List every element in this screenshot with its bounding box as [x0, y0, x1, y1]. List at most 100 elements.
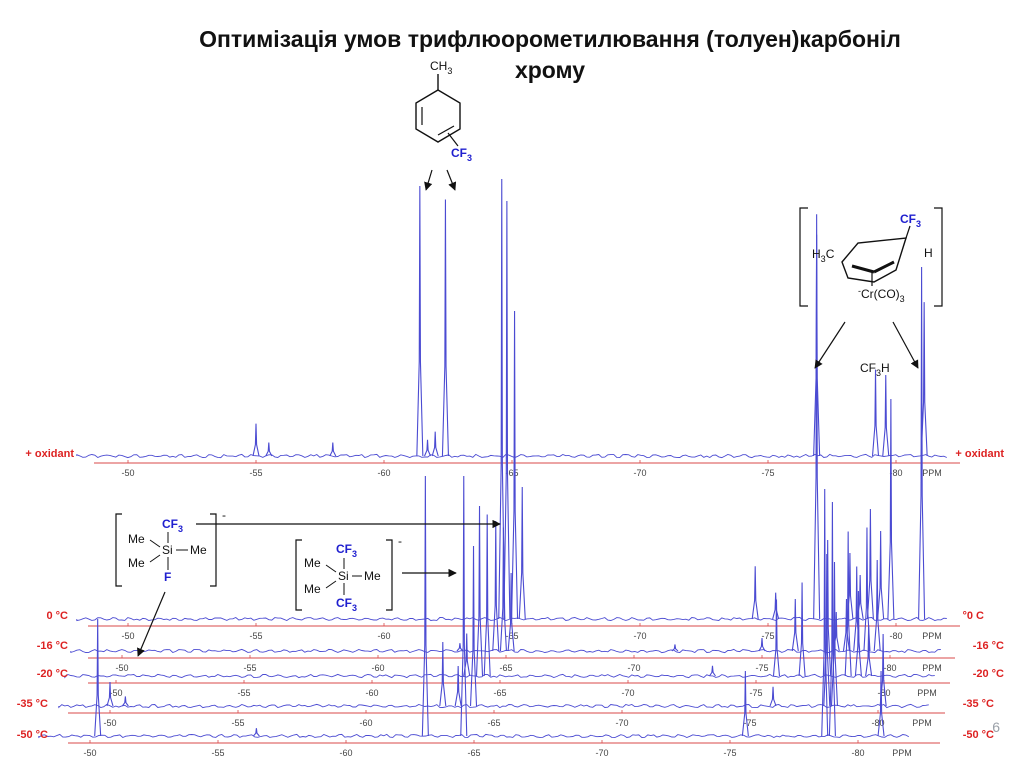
x-tick-label: -60 — [377, 468, 390, 478]
bracket-left — [115, 513, 122, 587]
methyl-label: Me — [128, 532, 145, 546]
x-tick-label: -55 — [249, 631, 262, 641]
x-tick-label: -70 — [621, 688, 634, 698]
methyl-label: Me — [190, 543, 207, 557]
x-axis-unit: PPM — [922, 468, 942, 478]
spectrum-peak — [741, 670, 749, 737]
x-tick-label: -50 — [121, 468, 134, 478]
spectrum-peak — [431, 431, 439, 457]
spectrum-peak — [106, 681, 114, 707]
spectrum-peak — [918, 266, 926, 620]
series-label-right: -20 °C — [973, 668, 1004, 680]
x-tick-label: -80 — [877, 688, 890, 698]
spectrum-peak — [871, 369, 880, 457]
x-tick-label: -55 — [211, 748, 224, 758]
fluorine-label: F — [164, 570, 171, 584]
ring-bond — [851, 264, 875, 274]
x-tick-label: -70 — [633, 468, 646, 478]
methyl-label: Me — [304, 556, 321, 570]
spectrum-peak — [671, 644, 679, 652]
x-tick-label: -70 — [627, 663, 640, 673]
bracket-right — [386, 539, 393, 611]
spectrum-peak — [854, 590, 862, 677]
spectrum-peak — [751, 566, 759, 620]
arrow-toluene-peak2 — [446, 169, 457, 191]
methyl-label: H3C — [812, 247, 835, 264]
series-label-left: -20 °C — [37, 668, 68, 680]
spectrum-baseline — [58, 703, 929, 709]
x-tick-label: -75 — [761, 631, 774, 641]
bracket-left — [799, 207, 808, 307]
x-tick-label: -75 — [749, 688, 762, 698]
cf3-label-top: CF3 — [336, 542, 357, 559]
si-bond — [149, 539, 161, 548]
silicon-label: Si — [338, 569, 349, 583]
methyl-label: CH3 — [430, 59, 452, 76]
si-bond — [325, 580, 337, 589]
spectrum-peak — [265, 442, 273, 457]
x-axis-unit: PPM — [892, 748, 912, 758]
series-label-right: -35 °C — [963, 698, 994, 710]
x-tick-label: -65 — [505, 468, 518, 478]
spectrum-peak — [416, 185, 424, 457]
spectrum-peak — [329, 442, 337, 457]
spectrum-peak — [877, 670, 885, 737]
spectrum-peak — [498, 178, 506, 620]
bracket-right — [934, 207, 943, 307]
x-tick-label: -65 — [487, 718, 500, 728]
x-tick-label: -80 — [851, 748, 864, 758]
spectrum-peak — [483, 514, 491, 677]
cf3-label: CF3 — [451, 146, 472, 163]
series-label-left: -50 °C — [17, 729, 48, 741]
cf3-bond — [447, 132, 459, 147]
hydrogen-label: H — [924, 246, 933, 260]
spectrum-peak — [421, 475, 429, 737]
x-tick-label: -60 — [371, 663, 384, 673]
cf3-label: CF3 — [900, 212, 921, 229]
series-label-left: -35 °C — [17, 698, 48, 710]
spectrum-peak — [772, 599, 781, 677]
x-tick-label: -80 — [889, 631, 902, 641]
spectrum-peak — [920, 302, 928, 457]
x-tick-label: -65 — [467, 748, 480, 758]
spectrum-peak — [507, 572, 515, 652]
x-tick-label: -50 — [103, 718, 116, 728]
arrow-complex-peak2 — [892, 321, 919, 369]
spectrum-peak — [492, 520, 500, 652]
x-tick-label: -75 — [723, 748, 736, 758]
x-axis-unit: PPM — [922, 663, 942, 673]
cyclohexadienyl-ring — [841, 237, 907, 283]
ring-inner-bond — [437, 125, 455, 136]
x-tick-label: -65 — [493, 688, 506, 698]
spectrum-peak — [769, 686, 777, 707]
spectrum-peak — [475, 505, 484, 677]
x-tick-label: -60 — [377, 631, 390, 641]
spectrum-peak — [772, 592, 780, 620]
x-tick-label: -55 — [249, 468, 262, 478]
series-label-right: + oxidant — [955, 448, 1004, 460]
silicate-bis-cf3-structure: - CF3 Me Si Me Me CF3 — [290, 534, 402, 613]
series-label-left: 0 °C — [46, 610, 68, 622]
spectrum-peak — [511, 310, 519, 620]
cf3-bond — [905, 225, 911, 239]
silicon-label: Si — [162, 543, 173, 557]
x-axis-unit: PPM — [912, 718, 932, 728]
x-tick-label: -55 — [231, 718, 244, 728]
x-tick-label: -80 — [883, 663, 896, 673]
spectrum-peak — [709, 665, 716, 677]
spectrum-peak — [863, 527, 871, 652]
arrow-complex-peak1 — [814, 321, 846, 369]
x-tick-label: -75 — [761, 468, 774, 478]
charge-label: - — [398, 534, 402, 548]
chromium-label: -Cr(CO)3 — [858, 286, 905, 304]
x-axis-unit: PPM — [917, 688, 937, 698]
si-bond — [325, 564, 337, 573]
x-tick-label: -50 — [121, 631, 134, 641]
x-tick-label: -55 — [243, 663, 256, 673]
arrow-toluene-peak1 — [424, 169, 433, 191]
spectrum-peak — [252, 728, 260, 737]
x-tick-label: -70 — [633, 631, 646, 641]
toluene-structure: CH3 CF3 — [415, 59, 472, 163]
x-tick-label: -70 — [595, 748, 608, 758]
spectrum-peak — [882, 374, 890, 457]
